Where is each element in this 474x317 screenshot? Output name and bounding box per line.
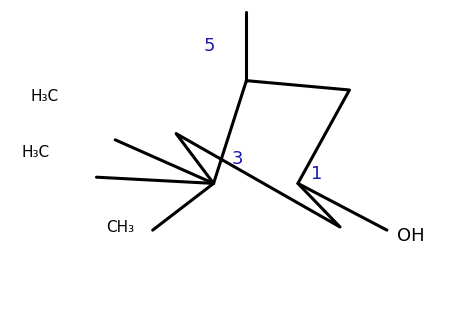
Text: H₃C: H₃C — [31, 89, 59, 104]
Text: 3: 3 — [231, 150, 243, 167]
Text: CH₃: CH₃ — [106, 219, 134, 235]
Text: 5: 5 — [203, 37, 215, 55]
Text: H₃C: H₃C — [21, 145, 50, 160]
Text: 1: 1 — [311, 165, 322, 183]
Text: OH: OH — [397, 227, 424, 245]
